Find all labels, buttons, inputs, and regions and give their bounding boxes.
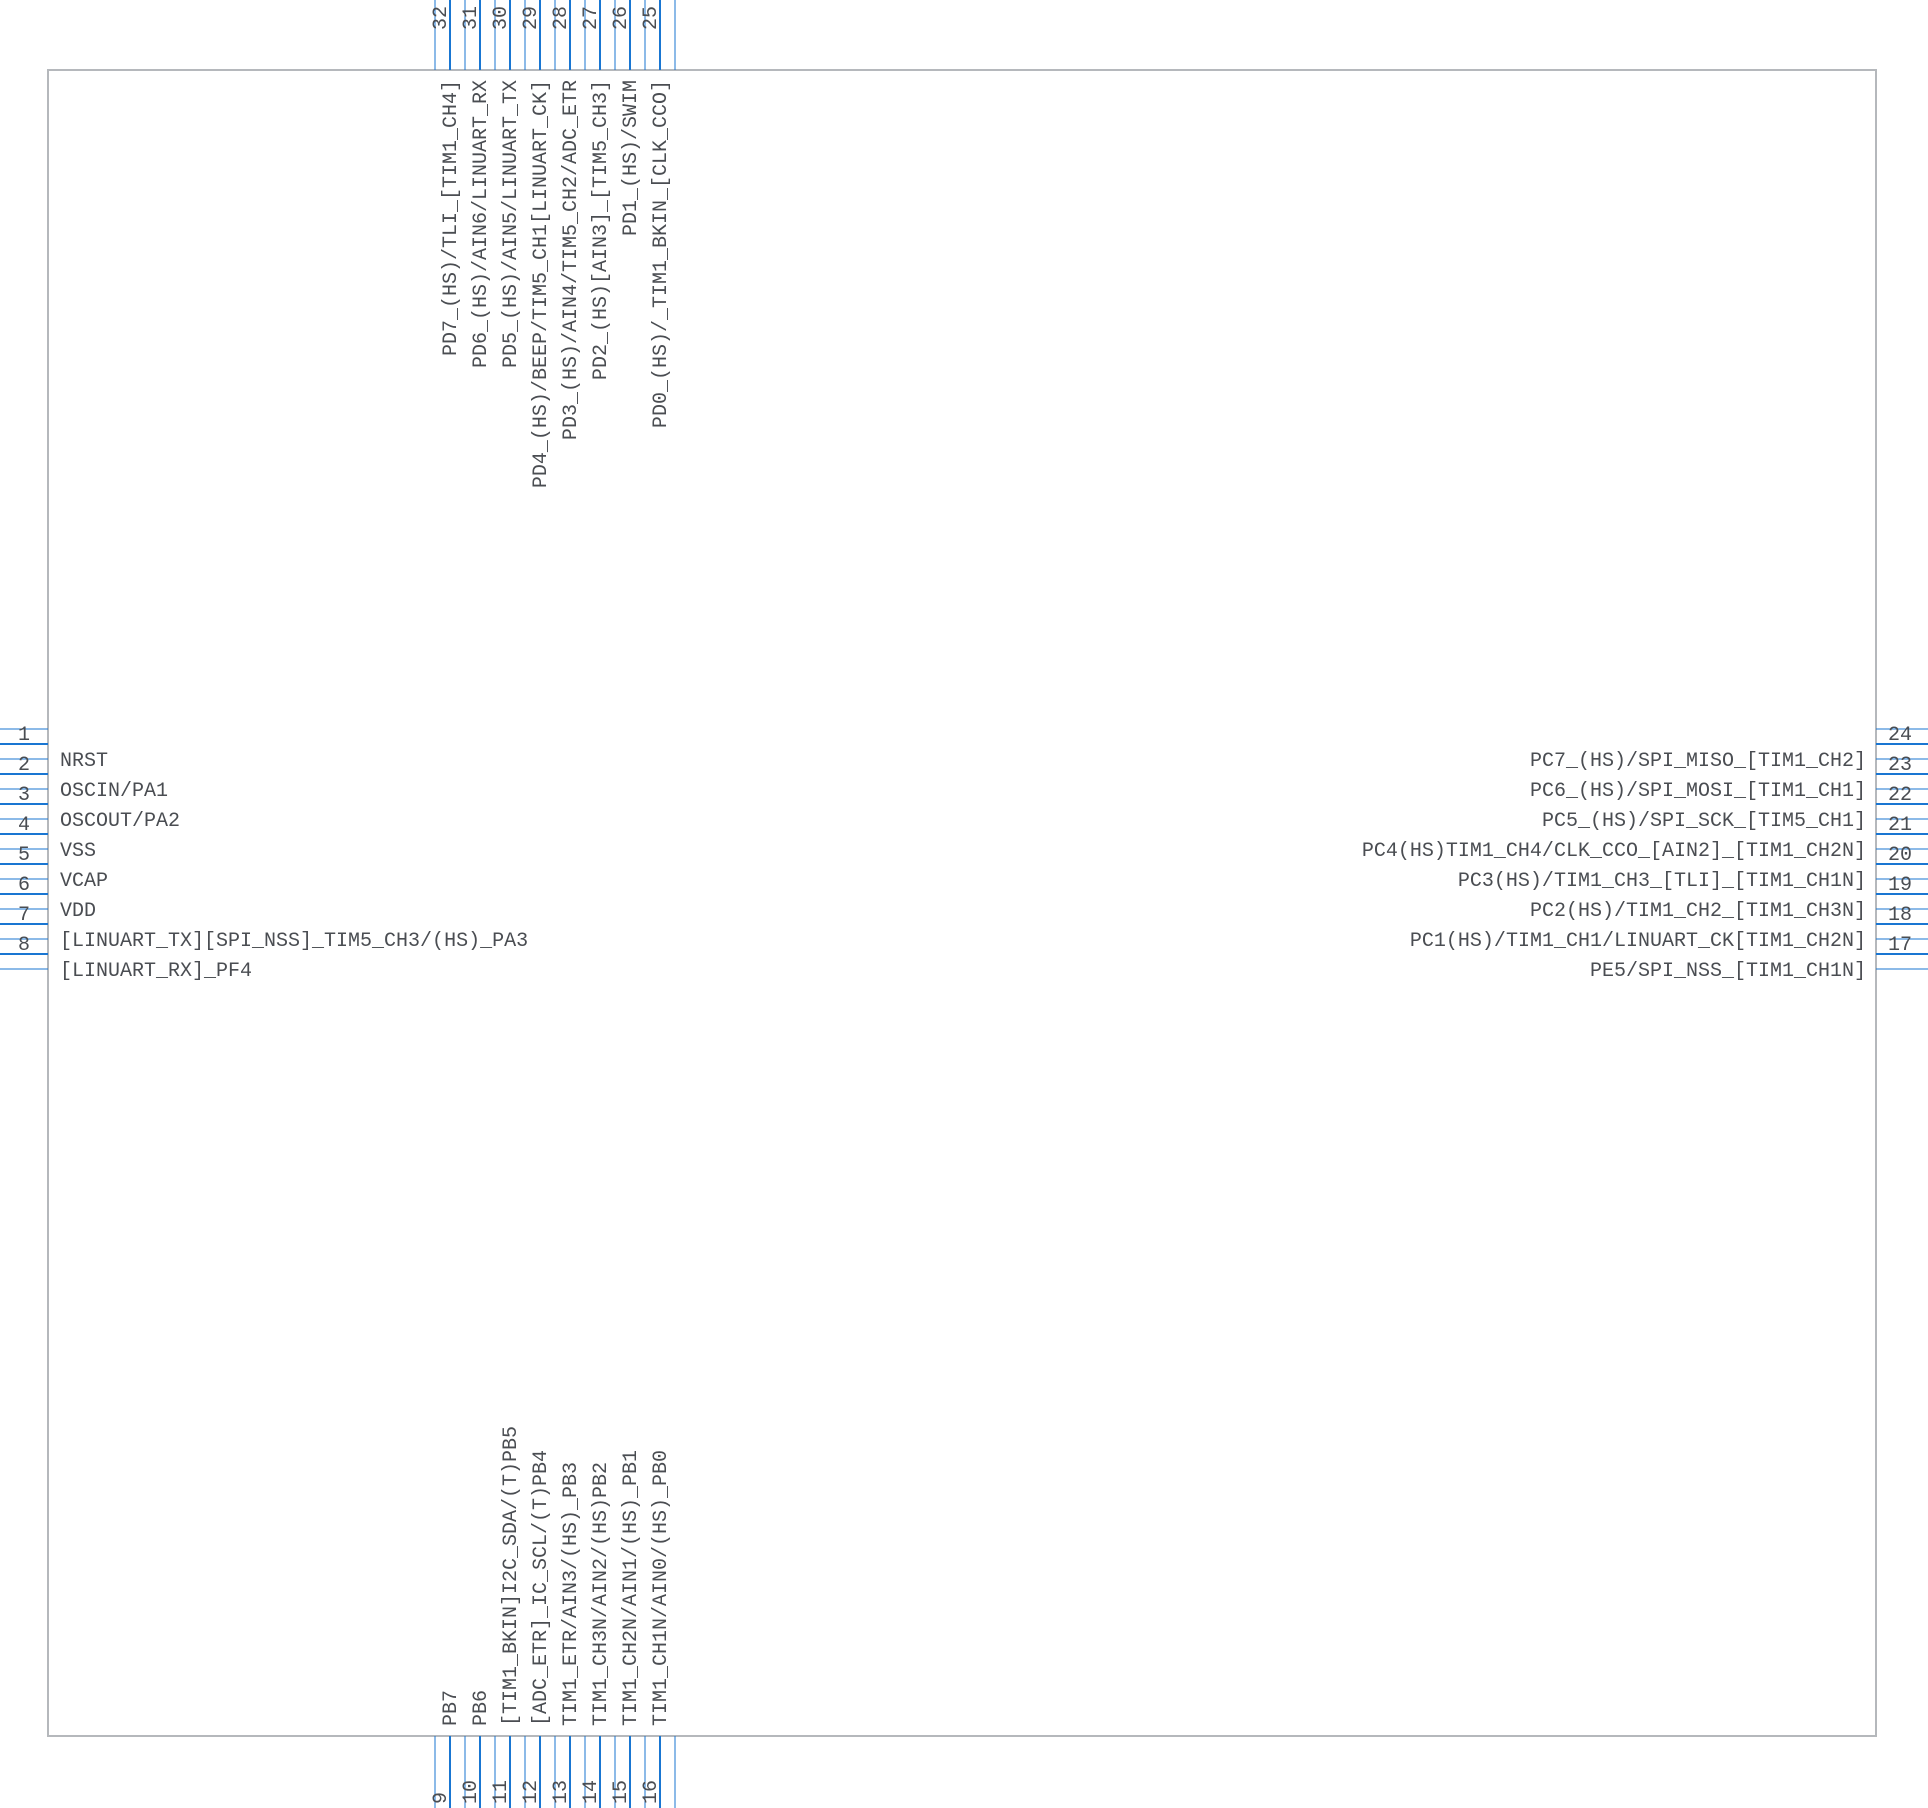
pin-label-6: VDD [60,900,96,923]
pin-number-18: 18 [1888,904,1912,927]
pin-number-25: 25 [640,6,663,30]
pin-number-4: 4 [18,814,30,837]
pin-label-17: PE5/SPI_NSS_[TIM1_CH1N] [1590,960,1866,983]
pin-number-7: 7 [18,904,30,927]
pin-number-23: 23 [1888,754,1912,777]
pin-label-22: PC5_(HS)/SPI_SCK_[TIM5_CH1] [1542,810,1866,833]
pin-label-26: PD1_(HS)/SWIM [620,80,643,236]
pin-number-24: 24 [1888,724,1912,747]
pin-number-9: 9 [430,1792,453,1804]
pin-number-8: 8 [18,934,30,957]
pin-number-29: 29 [520,6,543,30]
pin-label-8: [LINUART_RX]_PF4 [60,960,252,983]
pin-label-11: [TIM1_BKIN]I2C_SDA/(T)PB5 [500,1426,523,1726]
pin-label-31: PD6_(HS)/AIN6/LINUART_RX [470,80,493,368]
pin-number-19: 19 [1888,874,1912,897]
pin-number-12: 12 [520,1780,543,1804]
pinout-diagram: 1 NRST 2 OSCIN/PA1 3 OSCOUT/PA2 4 VSS 5 VCAP 6 VDD 7… [0,0,1928,1808]
pin-number-21: 21 [1888,814,1912,837]
pin-number-3: 3 [18,784,30,807]
pin-label-32: PD7_(HS)/TLI_[TIM1_CH4] [440,80,463,356]
pin-label-25: PD0_(HS)/_TIM1_BKIN_[CLK_CCO] [650,80,673,428]
pin-number-2: 2 [18,754,30,777]
pin-label-1: NRST [60,750,108,773]
pin-label-9: PB7 [440,1690,463,1726]
pin-number-1: 1 [18,724,30,747]
pin-number-30: 30 [490,6,513,30]
pin-label-12: [ADC_ETR]_IC_SCL/(T)PB4 [530,1450,553,1726]
pin-label-13: TIM1_ETR/AIN3/(HS)_PB3 [560,1462,583,1726]
pin-label-14: TIM1_CH3N/AIN2/(HS)PB2 [590,1462,613,1726]
pin-label-15: TIM1_CH2N/AIN1/(HS)_PB1 [620,1450,643,1726]
pin-number-10: 10 [460,1780,483,1804]
pin-label-28: PD3_(HS)/AIN4/TIM5_CH2/ADC_ETR [560,80,583,440]
pin-number-11: 11 [490,1780,513,1804]
pin-number-31: 31 [460,6,483,30]
pin-label-7: [LINUART_TX][SPI_NSS]_TIM5_CH3/(HS)_PA3 [60,930,528,953]
pin-label-30: PD5_(HS)/AIN5/LINUART_TX [500,80,523,368]
pin-label-24: PC7_(HS)/SPI_MISO_[TIM1_CH2] [1530,750,1866,773]
pin-number-27: 27 [580,6,603,30]
pin-number-28: 28 [550,6,573,30]
pin-number-16: 16 [640,1780,663,1804]
pin-number-20: 20 [1888,844,1912,867]
pin-label-10: PB6 [470,1690,493,1726]
pin-number-32: 32 [430,6,453,30]
pin-label-2: OSCIN/PA1 [60,780,168,803]
pin-label-16: TIM1_CH1N/AIN0/(HS)_PB0 [650,1450,673,1726]
pin-number-5: 5 [18,844,30,867]
pin-label-5: VCAP [60,870,108,893]
pin-label-3: OSCOUT/PA2 [60,810,180,833]
pin-number-26: 26 [610,6,633,30]
pin-label-27: PD2_(HS)[AIN3]_[TIM5_CH3] [590,80,613,380]
pin-label-20: PC3(HS)/TIM1_CH3_[TLI]_[TIM1_CH1N] [1458,870,1866,893]
pin-number-14: 14 [580,1780,603,1804]
pin-label-21: PC4(HS)TIM1_CH4/CLK_CCO_[AIN2]_[TIM1_CH2… [1362,840,1866,863]
pin-label-4: VSS [60,840,96,863]
pin-number-22: 22 [1888,784,1912,807]
pin-number-15: 15 [610,1780,633,1804]
pin-label-29: PD4_(HS)/BEEP/TIM5_CH1[LINUART_CK] [530,80,553,488]
pin-number-17: 17 [1888,934,1912,957]
pin-number-13: 13 [550,1780,573,1804]
pin-label-18: PC1(HS)/TIM1_CH1/LINUART_CK[TIM1_CH2N] [1410,930,1866,953]
pin-label-19: PC2(HS)/TIM1_CH2_[TIM1_CH3N] [1530,900,1866,923]
pin-label-23: PC6_(HS)/SPI_MOSI_[TIM1_CH1] [1530,780,1866,803]
pin-number-6: 6 [18,874,30,897]
